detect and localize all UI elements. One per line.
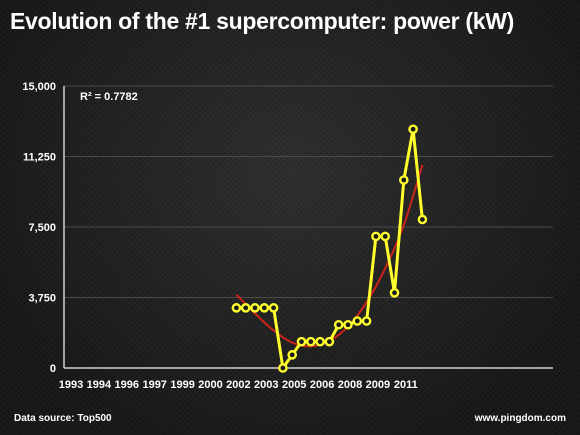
x-tick-label: 1993 [59,379,83,391]
data-point [408,124,418,135]
r-squared-annotation: R² = 0.7782 [80,91,138,103]
axes [63,86,553,369]
data-point [380,231,391,242]
data-point [296,336,307,347]
data-point [352,316,363,326]
data-point [389,287,400,298]
x-tick-label: 2002 [226,379,250,391]
chart-title: Evolution of the #1 supercomputer: power… [10,8,515,34]
series-layer [231,124,428,373]
data-point [240,303,251,313]
y-tick-label: 11,250 [23,152,56,164]
data-point [324,336,335,347]
x-tick-label: 2011 [394,379,418,391]
data-point [231,303,242,313]
data-point [305,336,316,347]
data-point [259,303,270,313]
x-tick-label: 1994 [87,379,112,391]
data-point [417,214,428,225]
data-point [333,319,344,330]
y-tick-label: 15,000 [22,81,56,93]
trendline [235,164,424,348]
x-tick-label: 1997 [142,379,166,391]
data-point [250,303,260,313]
x-tick-label: 1999 [170,379,194,391]
x-tick-label: 2005 [282,379,306,391]
grid [64,85,553,298]
data-point [278,363,288,373]
data-point [371,231,381,242]
x-tick-label: 2003 [254,379,278,391]
data-point [343,319,353,330]
data-source-label: Data source: Top500 [14,413,112,424]
data-point [315,336,325,347]
tick-labels: 0 3,750 7,500 11,250 15,000 1993 1994 1996 1997 1… [22,81,417,391]
x-tick-label: 2009 [366,379,390,391]
x-tick-label: 2006 [310,379,334,391]
trendline-layer [235,164,424,348]
y-tick-label: 3,750 [28,293,56,305]
data-point [287,350,298,360]
site-url-label: www.pingdom.com [474,413,566,424]
x-tick-label: 1996 [115,379,139,391]
x-tick-label: 2008 [338,379,362,391]
data-point [268,303,279,313]
y-tick-label: 7,500 [28,222,56,234]
data-point [361,316,372,326]
x-tick-label: 2000 [198,379,222,391]
y-tick-label: 0 [50,363,56,375]
data-point [398,175,409,185]
